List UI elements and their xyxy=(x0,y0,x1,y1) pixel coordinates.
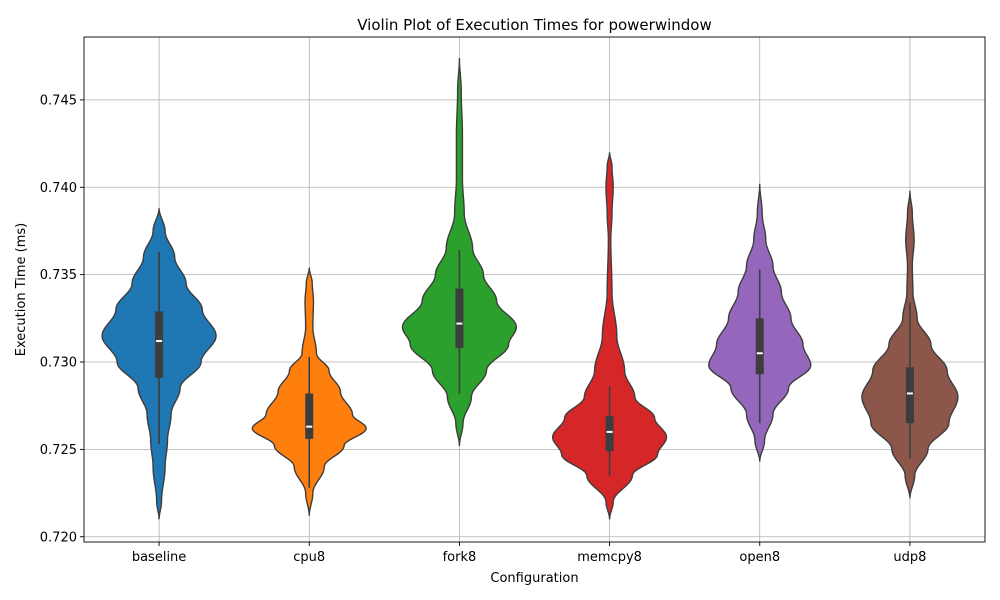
violin-iqr-box-memcpy8 xyxy=(605,416,614,452)
x-tick-label-baseline: baseline xyxy=(132,550,186,565)
violin-udp8 xyxy=(861,190,959,499)
violin-iqr-box-fork8 xyxy=(455,288,464,349)
x-tick-label-memcpy8: memcpy8 xyxy=(577,550,642,565)
plot-area-frame xyxy=(83,36,986,543)
chart-title: Violin Plot of Execution Times for power… xyxy=(357,16,712,34)
violin-body-memcpy8 xyxy=(551,152,668,520)
y-tick-label: 0.735 xyxy=(40,268,77,283)
violins xyxy=(101,57,959,520)
y-tick-label: 0.725 xyxy=(40,443,77,458)
x-tick-label-cpu8: cpu8 xyxy=(293,550,325,565)
y-tick-label: 0.745 xyxy=(40,93,77,108)
y-tick-label: 0.720 xyxy=(40,530,77,545)
y-axis-label: Execution Time (ms) xyxy=(14,223,29,356)
violin-open8 xyxy=(708,183,812,462)
y-tick-label: 0.730 xyxy=(40,356,77,371)
violin-iqr-box-cpu8 xyxy=(305,393,314,439)
violin-iqr-box-udp8 xyxy=(905,367,914,424)
violin-iqr-box-baseline xyxy=(155,311,164,378)
violin-baseline xyxy=(101,208,217,520)
x-axis-label: Configuration xyxy=(490,571,578,586)
x-tick-label-udp8: udp8 xyxy=(893,550,926,565)
violin-fork8 xyxy=(401,57,518,446)
axis-ticks: 0.720 0.725 0.730 0.735 0.740 0.745 baseline cp… xyxy=(40,93,927,565)
violin-cpu8 xyxy=(251,267,367,516)
y-tick-label: 0.740 xyxy=(40,181,77,196)
x-tick-label-open8: open8 xyxy=(739,550,780,565)
violin-memcpy8 xyxy=(551,152,668,520)
violin-iqr-box-open8 xyxy=(755,318,764,375)
x-tick-label-fork8: fork8 xyxy=(443,550,477,565)
